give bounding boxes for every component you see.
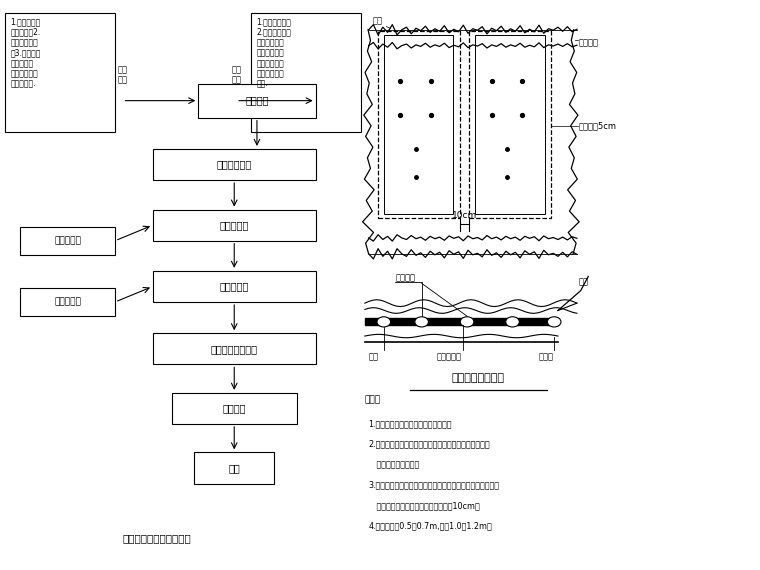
Text: 手动热熔器: 手动热熔器 bbox=[54, 298, 81, 307]
Text: 处用热熔搭接，搭接搭接宽宽不小于10cm；: 处用热熔搭接，搭接搭接宽宽不小于10cm； bbox=[369, 501, 480, 510]
Text: 准备工作: 准备工作 bbox=[245, 96, 269, 105]
Text: 射钉: 射钉 bbox=[369, 352, 378, 361]
Bar bbox=[198, 84, 315, 117]
Bar bbox=[476, 35, 545, 214]
Bar bbox=[153, 149, 315, 180]
Text: 安装排水管沟: 安装排水管沟 bbox=[217, 160, 252, 169]
Text: 粘接宽＜5cm: 粘接宽＜5cm bbox=[578, 121, 616, 131]
Text: 洞内
准备: 洞内 准备 bbox=[231, 66, 241, 85]
Text: 防水板固定: 防水板固定 bbox=[220, 282, 249, 291]
Bar bbox=[195, 453, 274, 483]
Circle shape bbox=[415, 317, 429, 327]
Bar bbox=[153, 271, 315, 302]
Text: 平整位应修整补缺；: 平整位应修整补缺； bbox=[369, 460, 419, 469]
Text: 10cm: 10cm bbox=[451, 211, 477, 220]
Text: 洞外
准备: 洞外 准备 bbox=[118, 66, 128, 85]
Text: 射钉: 射钉 bbox=[372, 16, 382, 25]
Text: 1.防水板材料
质量检验；2.
两侧缝搞接边
；3.防水板分
次边缘二次
领取，将次的
的对称置配.: 1.防水板材料 质量检验；2. 两侧缝搞接边 ；3.防水板分 次边缘二次 领取，… bbox=[11, 17, 41, 89]
Text: 3.土工表用射钉固定，防水板搭接在专用弹卡固定木上，搭接: 3.土工表用射钉固定，防水板搭接在专用弹卡固定木上，搭接 bbox=[369, 481, 499, 490]
Circle shape bbox=[547, 317, 561, 327]
Bar bbox=[384, 35, 454, 214]
Bar bbox=[21, 227, 115, 255]
Text: 2.防水板铺设前，喷砼表面不得有锁杯头外露，如无法不: 2.防水板铺设前，喷砼表面不得有锁杯头外露，如无法不 bbox=[369, 440, 490, 449]
Text: 固定土工布: 固定土工布 bbox=[220, 220, 249, 230]
Text: 喷砼: 喷砼 bbox=[578, 278, 588, 287]
Text: 准备射钉枪: 准备射钉枪 bbox=[54, 236, 81, 245]
Bar bbox=[470, 31, 551, 218]
Text: 防水板搭接缝焊接: 防水板搭接缝焊接 bbox=[211, 344, 258, 354]
Text: 防水板铺设施工工艺框图: 防水板铺设施工工艺框图 bbox=[122, 533, 191, 543]
Text: 1.防水板在初期支护面上需足够弹性；: 1.防水板在初期支护面上需足够弹性； bbox=[369, 420, 452, 429]
Bar bbox=[153, 333, 315, 364]
Text: 土工膜: 土工膜 bbox=[539, 352, 554, 361]
Bar bbox=[378, 31, 460, 218]
Bar bbox=[153, 210, 315, 241]
Circle shape bbox=[377, 317, 391, 327]
Bar bbox=[172, 393, 296, 424]
Circle shape bbox=[505, 317, 519, 327]
Text: 防水板铺设示意图: 防水板铺设示意图 bbox=[452, 373, 505, 383]
Text: 说明：: 说明： bbox=[365, 396, 381, 405]
Bar bbox=[21, 288, 115, 316]
Circle shape bbox=[461, 317, 474, 327]
Text: 质量检查: 质量检查 bbox=[223, 404, 246, 413]
Text: 4.射钉间距约0.5～0.7m,边缘1.0～1.2m；: 4.射钉间距约0.5～0.7m,边缘1.0～1.2m； bbox=[369, 522, 492, 531]
Text: 热熔垫片: 热熔垫片 bbox=[395, 273, 415, 282]
Text: 隧道纵向: 隧道纵向 bbox=[578, 38, 598, 47]
Text: 验收: 验收 bbox=[228, 463, 240, 473]
Bar bbox=[5, 13, 115, 132]
Bar bbox=[252, 13, 361, 132]
Text: 1.工作台就位；
2.安装锚杆头，
外露锁接，锚
杆头用密封密
密实，切除、
射钉头用砂浆
抹平.: 1.工作台就位； 2.安装锚杆头， 外露锁接，锚 杆头用密封密 密实，切除、 射… bbox=[257, 17, 291, 89]
Text: 聚松防水板: 聚松防水板 bbox=[437, 352, 462, 361]
